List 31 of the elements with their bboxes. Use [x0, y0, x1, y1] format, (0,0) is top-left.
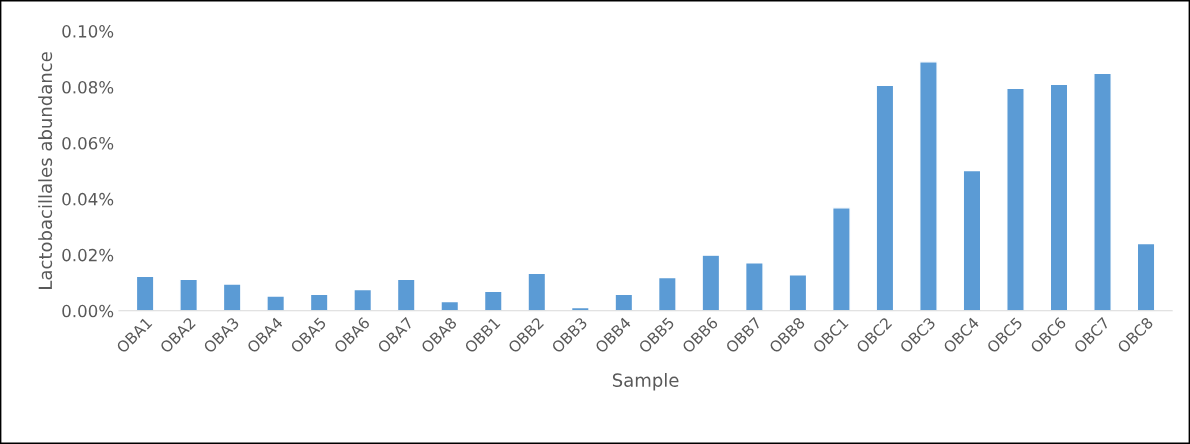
y-tick-label: 0.08%	[62, 80, 114, 94]
bar	[962, 169, 982, 311]
bar	[614, 293, 634, 311]
y-tick-label: 0.02%	[62, 248, 114, 262]
y-axis-title: Lactobacillales abundance	[38, 52, 53, 289]
bar	[1006, 87, 1025, 311]
bar	[875, 84, 895, 311]
y-tick-label: 0.04%	[62, 192, 114, 206]
bar	[788, 274, 808, 311]
bar	[919, 61, 938, 311]
bar	[1049, 83, 1069, 311]
x-axis-title: Sample	[612, 372, 679, 391]
bar	[832, 207, 851, 311]
bar	[396, 278, 416, 311]
bar	[222, 283, 242, 311]
bar	[179, 278, 199, 311]
bar	[135, 275, 155, 311]
bar	[1136, 242, 1156, 311]
bar	[440, 300, 460, 311]
bar	[309, 293, 329, 311]
bar	[657, 276, 677, 311]
y-tick-label: 0.00%	[62, 304, 114, 318]
y-tick-label: 0.10%	[62, 25, 114, 38]
bar	[1093, 72, 1112, 311]
bar	[353, 288, 373, 311]
y-tick-label: 0.06%	[62, 136, 114, 150]
bar	[701, 254, 721, 311]
bar	[744, 261, 764, 311]
bar	[266, 295, 286, 311]
bar	[527, 272, 547, 311]
bar	[483, 290, 503, 311]
